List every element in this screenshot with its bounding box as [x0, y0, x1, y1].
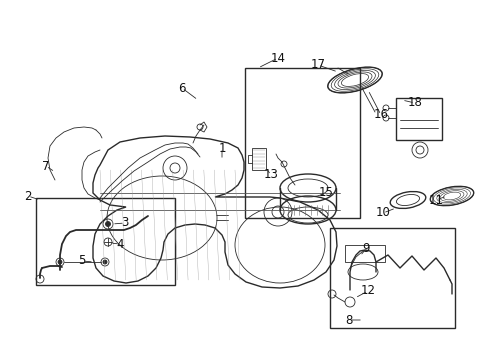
Text: 5: 5 — [78, 255, 85, 267]
Text: 8: 8 — [345, 314, 352, 327]
Bar — [36, 198, 175, 285]
Circle shape — [105, 221, 110, 226]
Text: 13: 13 — [263, 168, 278, 181]
Bar — [244, 68, 359, 218]
Text: 18: 18 — [407, 96, 422, 109]
Text: 1: 1 — [218, 141, 225, 154]
Text: 2: 2 — [24, 189, 32, 202]
Bar — [329, 228, 454, 328]
Text: 9: 9 — [362, 243, 369, 256]
Text: 10: 10 — [375, 207, 389, 220]
Bar — [345, 245, 384, 262]
Text: 7: 7 — [42, 159, 50, 172]
Text: 11: 11 — [427, 194, 443, 207]
Text: 6: 6 — [178, 81, 185, 94]
Text: 14: 14 — [270, 51, 285, 64]
Circle shape — [58, 260, 62, 264]
Circle shape — [103, 260, 107, 264]
Text: 17: 17 — [310, 58, 325, 72]
Text: 12: 12 — [360, 284, 375, 297]
Bar — [251, 148, 265, 170]
Text: 4: 4 — [116, 238, 123, 251]
Text: 15: 15 — [318, 186, 333, 199]
Bar — [395, 98, 441, 140]
Text: 16: 16 — [373, 108, 387, 122]
Text: 3: 3 — [121, 216, 128, 230]
